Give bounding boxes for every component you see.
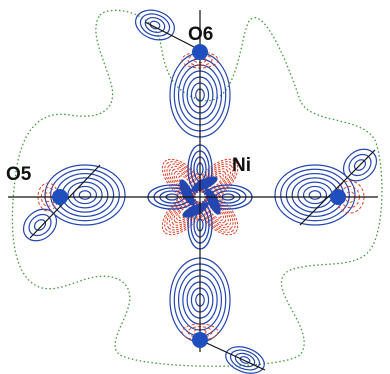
contour-pos [33, 219, 47, 231]
ni-lobe-neg [171, 168, 198, 195]
ni-lobe-neg [204, 170, 227, 193]
ni-lobe-neg [207, 204, 224, 221]
ni-lobe-neg [202, 199, 229, 226]
bond [144, 21, 201, 51]
ni-lobe-neg [202, 168, 229, 195]
contour-pos [149, 20, 161, 30]
label-o6: O6 [188, 24, 213, 45]
contour-pos [44, 164, 126, 226]
contour-pos [61, 177, 109, 213]
ni-lobe-neg [173, 201, 196, 224]
contour-pos [72, 185, 98, 205]
atom-o [330, 189, 346, 205]
ni-lobe-neg [176, 173, 193, 190]
contour-pos [67, 181, 103, 209]
contour-pos [135, 9, 175, 41]
contour-pos [229, 349, 261, 371]
ni-lobe-neg [176, 204, 193, 221]
contour-pos [139, 13, 171, 37]
label-o5: O5 [6, 164, 32, 185]
ni-lobe-neg [171, 199, 198, 226]
ni-core [179, 179, 195, 206]
contour-pos [342, 148, 378, 182]
bond [199, 339, 266, 371]
label-ni: Ni [232, 155, 251, 176]
ni-lobe-neg [173, 170, 196, 193]
contour-pos [225, 346, 265, 374]
atom-o6 [192, 44, 208, 60]
contour-pos [144, 16, 166, 34]
atom-o [192, 332, 208, 348]
ni-lobe-neg [204, 201, 227, 224]
contour-pos [28, 213, 52, 237]
ni-core [205, 188, 221, 215]
atoms [52, 44, 346, 348]
contour-pos [348, 153, 372, 177]
bond [299, 149, 376, 226]
atom-o5 [52, 189, 68, 205]
contour-pos [308, 190, 322, 200]
contour-pos [78, 190, 92, 200]
ni-lobe-neg [207, 173, 224, 190]
ni-core [191, 176, 218, 192]
ni-core [182, 202, 209, 218]
contour-pos [280, 168, 350, 222]
contour-pos [302, 185, 328, 205]
contour-pos [274, 164, 356, 226]
